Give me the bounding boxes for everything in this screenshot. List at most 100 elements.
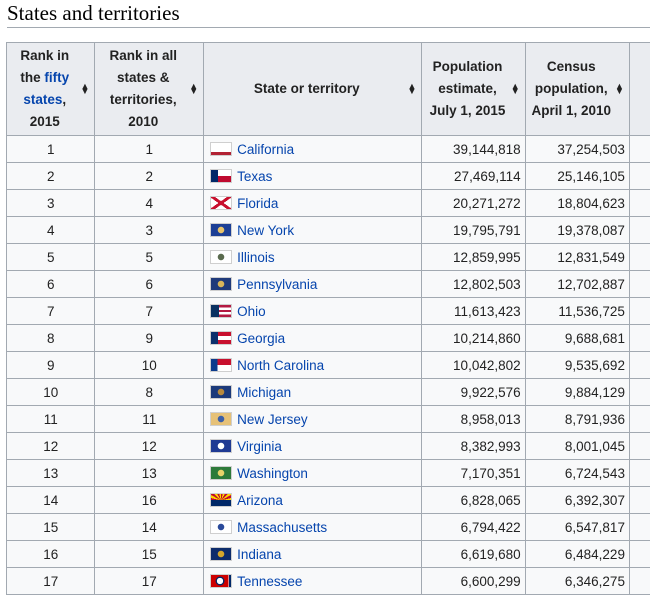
next-column-partial-cell <box>629 379 650 406</box>
state-link[interactable]: Ohio <box>237 304 266 319</box>
next-column-partial-cell <box>629 352 650 379</box>
virginia-flag-icon[interactable] <box>210 439 232 453</box>
florida-flag-icon[interactable] <box>210 196 232 210</box>
state-link[interactable]: Virginia <box>237 439 282 454</box>
state-link[interactable]: Arizona <box>237 493 283 508</box>
next-column-partial-cell <box>629 163 650 190</box>
washington-flag-icon[interactable] <box>210 466 232 480</box>
census-population-cell: 37,254,503 <box>525 136 629 163</box>
pennsylvania-flag-icon[interactable] <box>210 277 232 291</box>
state-cell: Georgia <box>204 325 422 352</box>
california-flag-icon[interactable] <box>210 142 232 156</box>
state-cell: New York <box>204 217 422 244</box>
census-population-cell: 19,378,087 <box>525 217 629 244</box>
state-link[interactable]: Indiana <box>237 547 281 562</box>
rank-cell: 2 <box>7 163 95 190</box>
states-population-table: Rank in the fifty states, 2015 ▲▼ Rank i… <box>6 42 650 595</box>
state-cell: Massachusetts <box>204 514 422 541</box>
sort-updown-icon[interactable]: ▲▼ <box>81 84 90 94</box>
rank-all-cell: 12 <box>95 433 204 460</box>
population-estimate-cell: 12,802,503 <box>422 271 525 298</box>
georgia-flag-icon[interactable] <box>210 331 232 345</box>
state-link[interactable]: Pennsylvania <box>237 277 317 292</box>
table-header-row: Rank in the fifty states, 2015 ▲▼ Rank i… <box>7 43 650 136</box>
state-cell: Virginia <box>204 433 422 460</box>
michigan-flag-icon[interactable] <box>210 385 232 399</box>
header-rank-all[interactable]: Rank in all states & territories, 2010 ▲… <box>95 43 204 136</box>
state-link[interactable]: Florida <box>237 196 278 211</box>
rank-cell: 14 <box>7 487 95 514</box>
state-link[interactable]: New York <box>237 223 294 238</box>
population-estimate-cell: 11,613,423 <box>422 298 525 325</box>
census-population-cell: 25,146,105 <box>525 163 629 190</box>
rank-all-cell: 7 <box>95 298 204 325</box>
population-estimate-cell: 6,794,422 <box>422 514 525 541</box>
section-title: States and territories <box>7 1 180 26</box>
header-state-label: State or territory <box>254 81 360 96</box>
rank-all-cell: 8 <box>95 379 204 406</box>
rank-all-cell: 17 <box>95 568 204 595</box>
sort-updown-icon[interactable]: ▲▼ <box>408 84 417 94</box>
rank-cell: 12 <box>7 433 95 460</box>
north-carolina-flag-icon[interactable] <box>210 358 232 372</box>
header-population-estimate[interactable]: Population estimate, July 1, 2015 ▲▼ <box>422 43 525 136</box>
state-link[interactable]: Texas <box>237 169 272 184</box>
state-link[interactable]: North Carolina <box>237 358 324 373</box>
state-link[interactable]: Washington <box>237 466 308 481</box>
new-york-flag-icon[interactable] <box>210 223 232 237</box>
state-link[interactable]: New Jersey <box>237 412 308 427</box>
state-cell: California <box>204 136 422 163</box>
rank-cell: 6 <box>7 271 95 298</box>
census-population-cell: 12,831,549 <box>525 244 629 271</box>
next-column-partial-cell <box>629 217 650 244</box>
texas-flag-icon[interactable] <box>210 169 232 183</box>
sort-updown-icon[interactable]: ▲▼ <box>615 84 624 94</box>
state-link[interactable]: Georgia <box>237 331 285 346</box>
state-link[interactable]: Tennessee <box>237 574 302 589</box>
state-cell: Ohio <box>204 298 422 325</box>
new-jersey-flag-icon[interactable] <box>210 412 232 426</box>
rank-all-cell: 3 <box>95 217 204 244</box>
tennessee-flag-icon[interactable] <box>210 574 232 588</box>
state-cell: North Carolina <box>204 352 422 379</box>
census-population-cell: 6,547,817 <box>525 514 629 541</box>
population-estimate-cell: 8,958,013 <box>422 406 525 433</box>
rank-all-cell: 10 <box>95 352 204 379</box>
indiana-flag-icon[interactable] <box>210 547 232 561</box>
state-link[interactable]: Illinois <box>237 250 275 265</box>
state-link[interactable]: Massachusetts <box>237 520 327 535</box>
rank-all-cell: 1 <box>95 136 204 163</box>
arizona-flag-icon[interactable] <box>210 493 232 507</box>
rank-cell: 5 <box>7 244 95 271</box>
rank-cell: 7 <box>7 298 95 325</box>
state-link[interactable]: Michigan <box>237 385 291 400</box>
rank-cell: 17 <box>7 568 95 595</box>
next-column-partial-cell <box>629 487 650 514</box>
next-column-partial-cell <box>629 433 650 460</box>
header-rank-fifty-states[interactable]: Rank in the fifty states, 2015 ▲▼ <box>7 43 95 136</box>
state-link[interactable]: California <box>237 142 294 157</box>
sort-updown-icon[interactable]: ▲▼ <box>511 84 520 94</box>
header-rank-all-label: Rank in all states & territories, 2010 <box>110 48 178 129</box>
massachusetts-flag-icon[interactable] <box>210 520 232 534</box>
state-cell: Michigan <box>204 379 422 406</box>
rank-cell: 9 <box>7 352 95 379</box>
header-census-population[interactable]: Census population, April 1, 2010 ▲▼ <box>525 43 629 136</box>
state-cell: New Jersey <box>204 406 422 433</box>
rank-cell: 15 <box>7 514 95 541</box>
population-estimate-cell: 9,922,576 <box>422 379 525 406</box>
header-population-estimate-label: Population estimate, July 1, 2015 <box>430 59 506 118</box>
census-population-cell: 8,791,936 <box>525 406 629 433</box>
sort-updown-icon[interactable]: ▲▼ <box>189 84 198 94</box>
illinois-flag-icon[interactable] <box>210 250 232 264</box>
state-cell: Florida <box>204 190 422 217</box>
census-population-cell: 9,535,692 <box>525 352 629 379</box>
ohio-flag-icon[interactable] <box>210 304 232 318</box>
header-state[interactable]: State or territory ▲▼ <box>204 43 422 136</box>
next-column-partial-cell <box>629 460 650 487</box>
